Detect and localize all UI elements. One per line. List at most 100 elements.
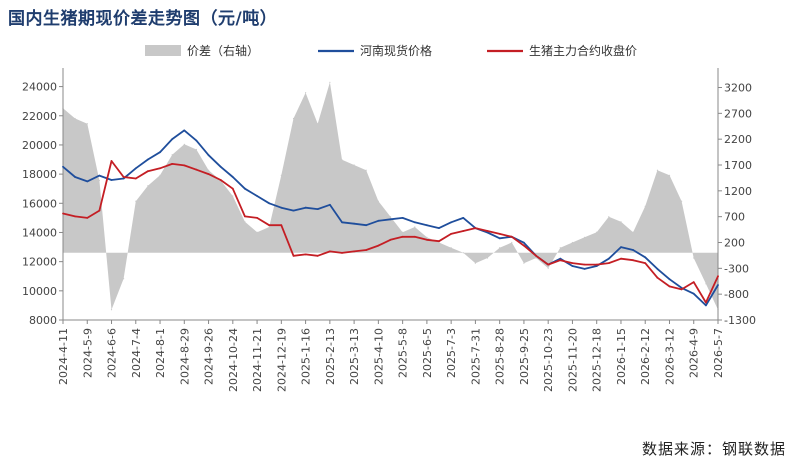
spot-price-point	[389, 218, 392, 221]
basis-point	[98, 179, 100, 182]
spot-price-point	[256, 195, 258, 197]
spot-price-point	[122, 177, 125, 180]
spot-price-point	[450, 221, 452, 224]
basis-point	[511, 241, 513, 244]
basis-point	[110, 309, 113, 311]
spot-price-point	[183, 129, 186, 132]
x-tick-label: 2025-1-16	[300, 328, 313, 385]
futures-price-point	[583, 263, 586, 266]
left-tick-label: 10000	[22, 285, 57, 298]
spot-price-point	[231, 176, 234, 178]
x-tick-label: 2024-9-26	[203, 328, 216, 385]
futures-price-point	[183, 164, 186, 167]
basis-point	[183, 143, 185, 145]
futures-price-point	[377, 244, 380, 247]
price-lines-layer	[62, 129, 719, 307]
futures-price-point	[438, 240, 440, 243]
basis-point	[123, 278, 125, 280]
spot-price-point	[644, 256, 647, 259]
futures-price-point	[559, 259, 562, 262]
futures-price-point	[632, 259, 634, 262]
basis-point	[389, 216, 392, 218]
basis-point	[353, 164, 355, 166]
legend-label: 生猪主力合约收盘价	[529, 43, 637, 58]
spot-price-point	[413, 221, 416, 224]
spot-price-point	[159, 151, 161, 154]
right-tick-label: -800	[724, 288, 749, 301]
left-tick-label: 16000	[22, 197, 57, 210]
spot-price-point	[705, 304, 707, 307]
chart-title: 国内生猪期现价差走势图（元/吨）	[8, 9, 278, 29]
left-tick-label: 18000	[22, 168, 57, 181]
spot-price-point	[595, 265, 598, 267]
basis-point	[596, 231, 598, 233]
basis-point	[693, 257, 695, 259]
basis-point	[644, 205, 646, 207]
futures-price-point	[316, 254, 319, 257]
right-tick-label: -1300	[724, 314, 756, 327]
futures-price-point	[474, 227, 477, 230]
futures-price-point	[268, 224, 271, 227]
futures-price-point	[256, 217, 258, 219]
basis-point	[632, 231, 634, 233]
x-tick-label: 2025-7-31	[469, 328, 482, 385]
spot-price-point	[280, 206, 283, 209]
futures-price-point	[595, 263, 598, 266]
futures-price-point	[571, 262, 574, 264]
spot-price-point	[426, 224, 428, 227]
futures-price-point	[426, 238, 428, 241]
basis-point	[171, 154, 173, 156]
futures-price-point	[607, 262, 610, 264]
spot-price-point	[110, 179, 113, 181]
basis-point	[426, 236, 428, 238]
futures-price-point	[207, 173, 210, 176]
basis-point	[474, 262, 476, 264]
right-tick-label: 1700	[724, 159, 752, 172]
spot-price-point	[171, 138, 174, 141]
left-tick-label: 14000	[22, 226, 57, 239]
spot-price-point	[668, 278, 671, 281]
futures-price-point	[244, 215, 246, 218]
futures-price-point	[620, 257, 622, 260]
basis-point	[584, 236, 586, 238]
spot-price-point	[583, 268, 586, 270]
spot-price-point	[571, 265, 574, 267]
basis-point	[414, 226, 416, 228]
x-tick-label: 2025-4-10	[372, 328, 385, 385]
basis-point	[377, 200, 379, 202]
futures-price-point	[510, 235, 513, 238]
basis-point	[329, 81, 331, 83]
spot-price-point	[207, 154, 210, 157]
spot-price-point	[268, 202, 271, 205]
x-tick-label: 2026-4-9	[688, 328, 701, 378]
spot-price-point	[365, 224, 368, 227]
basis-point	[268, 226, 270, 228]
futures-price-point	[547, 263, 550, 266]
x-tick-label: 2025-12-18	[591, 328, 604, 392]
basis-point	[438, 241, 440, 244]
spot-price-point	[377, 219, 380, 222]
right-tick-label: 2200	[724, 133, 752, 146]
futures-price-point	[353, 250, 355, 253]
basis-point	[341, 159, 343, 161]
futures-price-point	[523, 244, 525, 247]
x-tick-label: 2024-10-24	[227, 328, 240, 392]
basis-point	[147, 185, 149, 187]
right-tick-label: 3200	[724, 82, 752, 95]
futures-price-point	[680, 288, 683, 291]
futures-price-point	[195, 168, 198, 171]
spot-price-point	[341, 221, 343, 224]
basis-point	[499, 247, 501, 249]
futures-price-point	[86, 217, 89, 219]
right-tick-label: -300	[724, 262, 749, 275]
basis-point	[535, 257, 537, 259]
basis-point	[244, 221, 246, 223]
futures-price-point	[134, 177, 137, 180]
x-tick-label: 2024-6-6	[106, 328, 119, 378]
spot-price-point	[134, 167, 137, 170]
basis-point	[256, 231, 258, 233]
basis-point	[195, 148, 197, 151]
spot-price-point	[523, 241, 525, 244]
futures-price-point	[413, 235, 416, 238]
